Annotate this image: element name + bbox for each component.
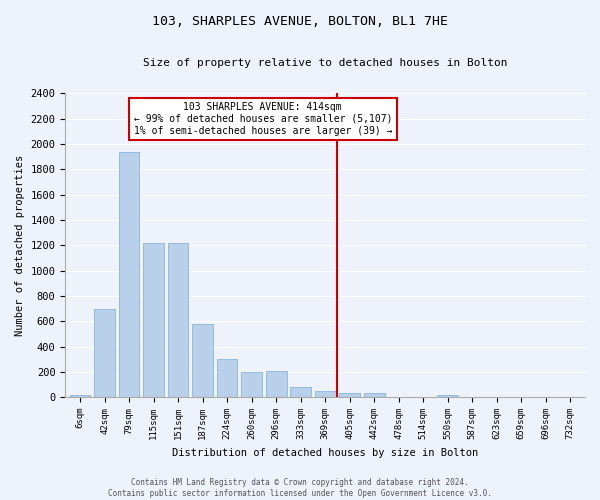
Bar: [487, 396, 507, 397]
Bar: [290, 387, 311, 397]
Bar: [70, 396, 91, 397]
Bar: [339, 393, 360, 397]
Bar: [143, 242, 164, 397]
Bar: [241, 372, 262, 397]
Bar: [94, 308, 115, 397]
Bar: [119, 152, 139, 397]
Bar: [511, 396, 532, 397]
Bar: [535, 396, 556, 397]
Title: Size of property relative to detached houses in Bolton: Size of property relative to detached ho…: [143, 58, 508, 68]
Bar: [192, 324, 213, 397]
Text: Contains HM Land Registry data © Crown copyright and database right 2024.
Contai: Contains HM Land Registry data © Crown c…: [108, 478, 492, 498]
Bar: [413, 396, 434, 397]
Bar: [315, 392, 335, 397]
Bar: [167, 242, 188, 397]
Bar: [560, 396, 581, 397]
Y-axis label: Number of detached properties: Number of detached properties: [15, 154, 25, 336]
X-axis label: Distribution of detached houses by size in Bolton: Distribution of detached houses by size …: [172, 448, 478, 458]
Bar: [217, 358, 238, 397]
Bar: [437, 394, 458, 397]
Text: 103, SHARPLES AVENUE, BOLTON, BL1 7HE: 103, SHARPLES AVENUE, BOLTON, BL1 7HE: [152, 15, 448, 28]
Bar: [364, 394, 385, 397]
Bar: [462, 396, 482, 397]
Text: 103 SHARPLES AVENUE: 414sqm
← 99% of detached houses are smaller (5,107)
1% of s: 103 SHARPLES AVENUE: 414sqm ← 99% of det…: [134, 102, 392, 136]
Bar: [266, 371, 287, 397]
Bar: [388, 396, 409, 397]
